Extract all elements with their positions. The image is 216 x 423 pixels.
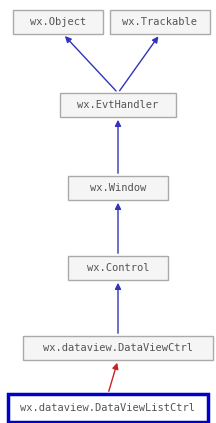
- FancyBboxPatch shape: [13, 10, 103, 34]
- Text: wx.Object: wx.Object: [30, 17, 86, 27]
- Text: wx.dataview.DataViewCtrl: wx.dataview.DataViewCtrl: [43, 343, 193, 353]
- FancyBboxPatch shape: [8, 394, 208, 422]
- Text: wx.dataview.DataViewListCtrl: wx.dataview.DataViewListCtrl: [21, 403, 195, 413]
- Text: wx.EvtHandler: wx.EvtHandler: [77, 100, 159, 110]
- FancyBboxPatch shape: [110, 10, 210, 34]
- Text: wx.Trackable: wx.Trackable: [122, 17, 197, 27]
- Text: wx.Window: wx.Window: [90, 183, 146, 193]
- FancyBboxPatch shape: [68, 256, 168, 280]
- FancyBboxPatch shape: [23, 336, 213, 360]
- FancyBboxPatch shape: [68, 176, 168, 200]
- FancyBboxPatch shape: [60, 93, 176, 117]
- Text: wx.Control: wx.Control: [87, 263, 149, 273]
